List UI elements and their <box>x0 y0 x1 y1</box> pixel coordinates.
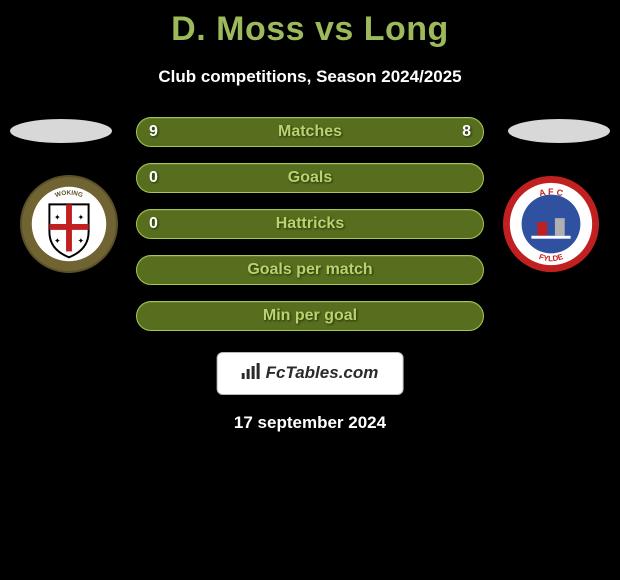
bar-chart-icon <box>242 363 262 384</box>
stat-bar-hattricks: 0 Hattricks <box>136 209 484 239</box>
stat-label: Min per goal <box>263 307 357 325</box>
stat-bar-matches: 9 Matches 8 <box>136 117 484 147</box>
date-text: 17 september 2024 <box>217 413 404 433</box>
svg-text:✦: ✦ <box>54 213 61 222</box>
club-badge-left: ✦ ✦ ✦ ✦ WOKING <box>20 175 118 273</box>
stat-value-left: 0 <box>149 215 158 233</box>
page-title: D. Moss vs Long <box>0 0 620 49</box>
stat-label: Hattricks <box>276 215 344 233</box>
svg-text:✦: ✦ <box>77 237 84 246</box>
svg-text:✦: ✦ <box>54 237 61 246</box>
stat-value-right: 8 <box>462 123 471 141</box>
stat-bar-goals-per-match: Goals per match <box>136 255 484 285</box>
stat-bars: 9 Matches 8 0 Goals 0 Hattricks Goals pe… <box>136 117 484 347</box>
stat-label: Goals per match <box>247 261 372 279</box>
stat-value-left: 9 <box>149 123 158 141</box>
stat-label: Goals <box>288 169 332 187</box>
brand-box: FcTables.com <box>217 352 404 395</box>
stat-label: Matches <box>278 123 342 141</box>
stat-bar-min-per-goal: Min per goal <box>136 301 484 331</box>
svg-text:✦: ✦ <box>77 213 84 222</box>
flag-ellipse-right <box>508 119 610 143</box>
stat-bar-goals: 0 Goals <box>136 163 484 193</box>
stat-value-left: 0 <box>149 169 158 187</box>
flag-ellipse-left <box>10 119 112 143</box>
club-badge-right: A F C FYLDE <box>502 175 600 273</box>
brand-text: FcTables.com <box>266 363 379 382</box>
page-subtitle: Club competitions, Season 2024/2025 <box>0 67 620 87</box>
